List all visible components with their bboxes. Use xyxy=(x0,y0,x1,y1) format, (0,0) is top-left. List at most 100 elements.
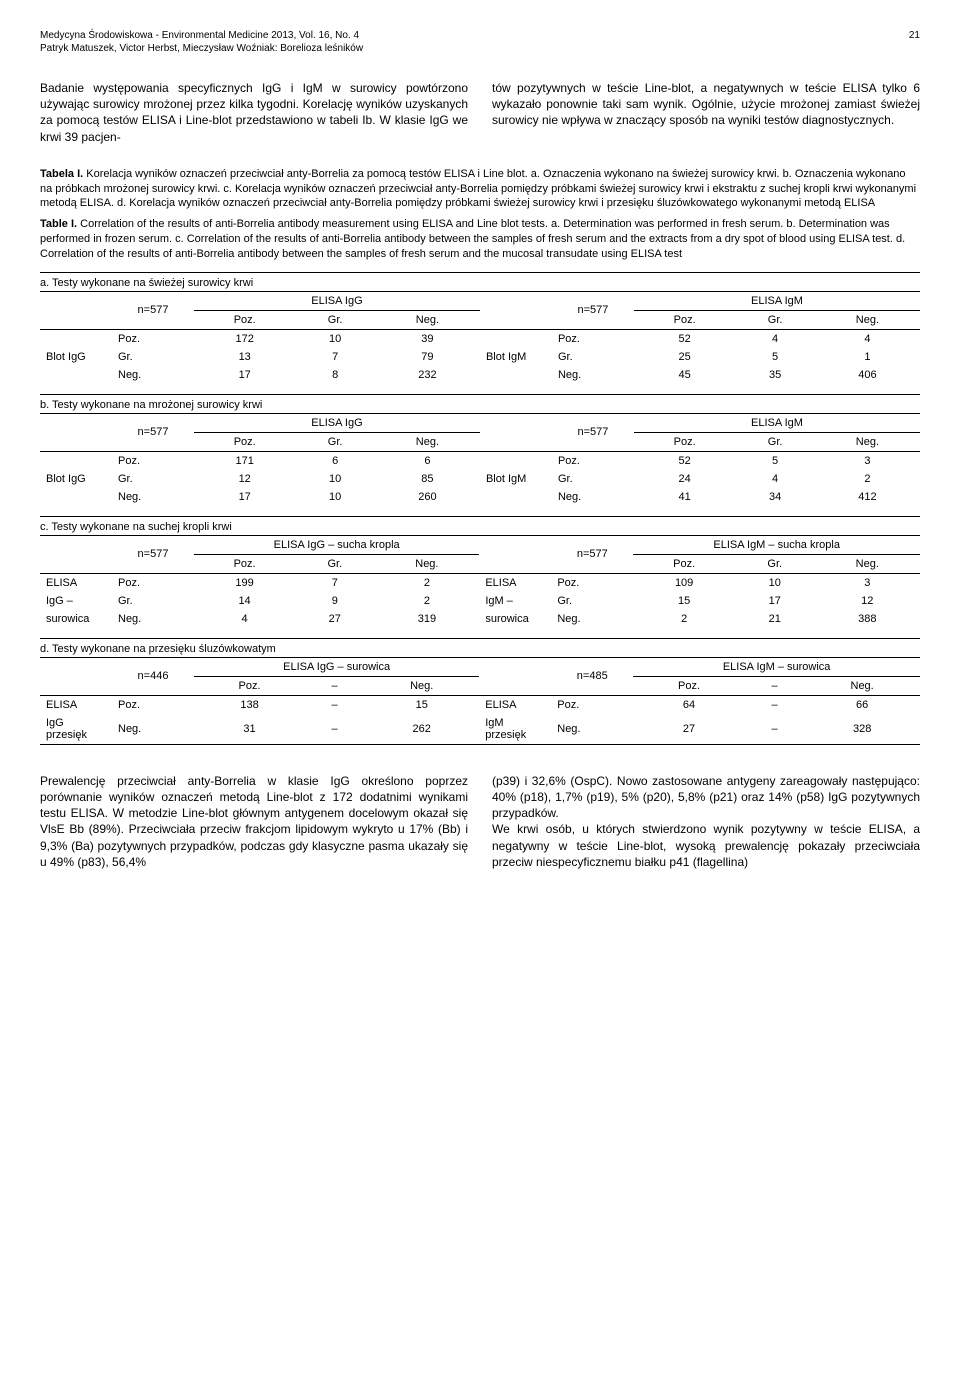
cell: 2 xyxy=(633,610,735,628)
col-neg-r: Neg. xyxy=(815,432,920,451)
cell: 39 xyxy=(375,329,480,348)
cell: 138 xyxy=(194,695,305,714)
cell: 10 xyxy=(295,470,375,488)
col-poz: Poz. xyxy=(194,554,295,573)
outer-right-1: ELISA xyxy=(479,573,551,592)
col-neg-r: Neg. xyxy=(804,676,920,695)
outer-right-3: surowica xyxy=(479,610,551,628)
row-poz: Poz. xyxy=(112,695,194,714)
row-poz-r: Poz. xyxy=(551,573,633,592)
cell: 66 xyxy=(804,695,920,714)
cell: 172 xyxy=(194,329,295,348)
col-poz: Poz. xyxy=(194,676,305,695)
cell: 35 xyxy=(735,366,815,384)
col-dash-r: – xyxy=(745,676,804,695)
cell: 5 xyxy=(735,348,815,366)
cell: – xyxy=(305,714,364,745)
row-neg: Neg. xyxy=(112,366,194,384)
cell: 17 xyxy=(735,592,815,610)
row-neg-r: Neg. xyxy=(551,714,633,745)
n-right: n=577 xyxy=(552,413,634,451)
caption-label-pl: Tabela I. xyxy=(40,168,83,180)
authors-line: Patryk Matuszek, Victor Herbst, Mieczysł… xyxy=(40,43,920,54)
intro-left: Badanie występowania specyficznych IgG i… xyxy=(40,80,468,145)
row-neg-r: Neg. xyxy=(552,366,634,384)
col-poz-r: Poz. xyxy=(634,310,735,329)
cell: 27 xyxy=(633,714,745,745)
table-d: n=446 ELISA IgG – surowica n=485 ELISA I… xyxy=(40,657,920,745)
cell: 17 xyxy=(194,488,295,506)
caption-label-en: Table I. xyxy=(40,218,77,230)
table-d-title: d. Testy wykonane na przesięku śluzówkow… xyxy=(40,638,920,655)
outer-right: Blot IgM xyxy=(480,329,552,384)
col-gr: Gr. xyxy=(295,554,374,573)
outer-left-3: surowica xyxy=(40,610,112,628)
outer-left: Blot IgG xyxy=(40,329,112,384)
col-gr: Gr. xyxy=(295,310,375,329)
cell: 31 xyxy=(194,714,305,745)
table-caption-pl: Tabela I. Korelacja wyników oznaczeń prz… xyxy=(40,167,920,212)
row-neg-r: Neg. xyxy=(552,488,634,506)
row-poz: Poz. xyxy=(112,329,194,348)
cell: 79 xyxy=(375,348,480,366)
outer-left-2: IgG przesięk xyxy=(40,714,112,745)
cell: 15 xyxy=(633,592,735,610)
cell: 109 xyxy=(633,573,735,592)
head-right: ELISA IgM – sucha kropla xyxy=(633,535,920,554)
col-poz-r: Poz. xyxy=(633,554,735,573)
row-gr-r: Gr. xyxy=(552,470,634,488)
cell: 24 xyxy=(634,470,735,488)
cell: 12 xyxy=(194,470,295,488)
cell: 10 xyxy=(735,573,815,592)
col-gr-r: Gr. xyxy=(735,432,815,451)
outer-right-2: IgM przesięk xyxy=(479,714,551,745)
cell: 17 xyxy=(194,366,295,384)
cell: 4 xyxy=(194,610,295,628)
outer-left: Blot IgG xyxy=(40,451,112,506)
row-gr-r: Gr. xyxy=(552,348,634,366)
row-poz: Poz. xyxy=(112,573,194,592)
caption-text-pl: Korelacja wyników oznaczeń przeciwciał a… xyxy=(40,168,916,210)
row-poz-r: Poz. xyxy=(552,451,634,470)
col-neg: Neg. xyxy=(374,554,479,573)
cell: 14 xyxy=(194,592,295,610)
cell: 3 xyxy=(815,573,920,592)
outer-right-2: IgM – xyxy=(479,592,551,610)
cell: 412 xyxy=(815,488,920,506)
cell: 12 xyxy=(815,592,920,610)
cell: 27 xyxy=(295,610,374,628)
cell: 1 xyxy=(815,348,920,366)
row-poz-r: Poz. xyxy=(552,329,634,348)
col-neg-r: Neg. xyxy=(815,554,920,573)
col-poz-r: Poz. xyxy=(633,676,745,695)
cell: 9 xyxy=(295,592,374,610)
cell: 4 xyxy=(735,329,815,348)
cell: 64 xyxy=(633,695,745,714)
row-neg: Neg. xyxy=(112,488,194,506)
row-neg-r: Neg. xyxy=(551,610,633,628)
caption-text-en: Correlation of the results of anti-Borre… xyxy=(40,218,905,260)
cell: 4 xyxy=(735,470,815,488)
cell: 2 xyxy=(374,592,479,610)
cell: 2 xyxy=(374,573,479,592)
table-a: n=577 ELISA IgG n=577 ELISA IgM Poz. Gr.… xyxy=(40,291,920,384)
col-neg: Neg. xyxy=(375,432,480,451)
row-neg: Neg. xyxy=(112,610,194,628)
cell: 52 xyxy=(634,329,735,348)
n-right: n=577 xyxy=(552,291,634,329)
cell: 25 xyxy=(634,348,735,366)
cell: 15 xyxy=(364,695,479,714)
cell: 7 xyxy=(295,573,374,592)
cell: 388 xyxy=(815,610,920,628)
cell: – xyxy=(745,714,804,745)
n-left: n=577 xyxy=(112,291,194,329)
row-poz-r: Poz. xyxy=(551,695,633,714)
cell: 45 xyxy=(634,366,735,384)
cell: 171 xyxy=(194,451,295,470)
row-gr: Gr. xyxy=(112,470,194,488)
table-b-title: b. Testy wykonane na mrożonej surowicy k… xyxy=(40,394,920,411)
outer-right: Blot IgM xyxy=(480,451,552,506)
head-right: ELISA IgM xyxy=(634,291,920,310)
cell: 2 xyxy=(815,470,920,488)
table-b: n=577 ELISA IgG n=577 ELISA IgM Poz. Gr.… xyxy=(40,413,920,506)
